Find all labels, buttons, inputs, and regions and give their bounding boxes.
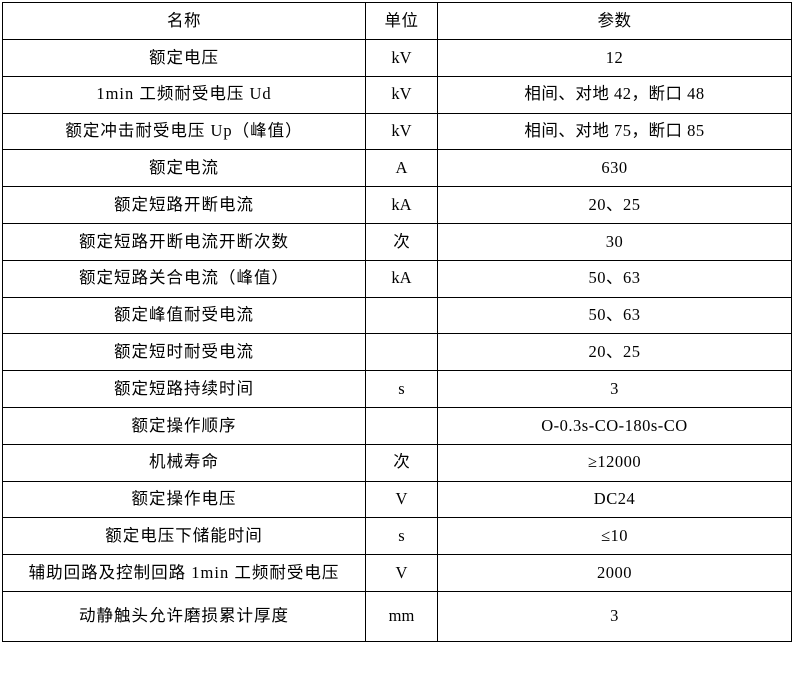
cell-parameter-value: O-0.3s-CO-180s-CO	[437, 406, 792, 445]
table-row: 额定短路持续时间 s 3	[2, 370, 792, 408]
cell-unit: s	[365, 517, 438, 556]
cell-parameter-name: 1min 工频耐受电压 Ud	[2, 75, 366, 114]
cell-unit: 次	[365, 222, 438, 261]
cell-parameter-value: ≥12000	[437, 443, 792, 482]
column-header-name: 名称	[2, 2, 366, 40]
cell-parameter-name: 额定峰值耐受电流	[2, 296, 366, 335]
table-row: 额定操作电压 V DC24	[2, 480, 792, 519]
table-row: 额定操作顺序 O-0.3s-CO-180s-CO	[2, 406, 792, 445]
table-row: 辅助回路及控制回路 1min 工频耐受电压 V 2000	[2, 554, 792, 592]
cell-parameter-name: 额定电流	[2, 149, 366, 188]
cell-unit: kV	[365, 39, 438, 77]
cell-unit	[365, 406, 438, 445]
cell-parameter-name: 额定短路开断电流	[2, 186, 366, 224]
cell-unit: kA	[365, 186, 438, 224]
cell-parameter-name: 辅助回路及控制回路 1min 工频耐受电压	[2, 554, 366, 592]
table-header: 名称 单位 参数	[2, 2, 792, 40]
cell-parameter-value: 3	[437, 590, 792, 642]
table-row: 额定短时耐受电流 20、25	[2, 333, 792, 372]
cell-parameter-value: 630	[437, 149, 792, 188]
table-row: 1min 工频耐受电压 Ud kV 相间、对地 42，断口 48	[2, 75, 792, 114]
cell-parameter-name: 额定短路开断电流开断次数	[2, 222, 366, 261]
cell-parameter-name: 额定短路关合电流（峰值）	[2, 259, 366, 298]
cell-parameter-name: 额定电压下储能时间	[2, 517, 366, 556]
cell-parameter-value: 20、25	[437, 333, 792, 372]
cell-parameter-name: 额定操作顺序	[2, 406, 366, 445]
table-body: 额定电压 kV 12 1min 工频耐受电压 Ud kV 相间、对地 42，断口 48 额定…	[2, 39, 792, 642]
table-row: 额定电流 A 630	[2, 149, 792, 188]
cell-unit: V	[365, 554, 438, 592]
cell-unit: kA	[365, 259, 438, 298]
table-row: 额定电压 kV 12	[2, 39, 792, 77]
table-row: 额定短路关合电流（峰值） kA 50、63	[2, 259, 792, 298]
cell-unit: kV	[365, 75, 438, 114]
cell-parameter-value: 30	[437, 222, 792, 261]
table-row: 额定冲击耐受电压 Up（峰值） kV 相间、对地 75，断口 85	[2, 112, 792, 151]
cell-parameter-name: 机械寿命	[2, 443, 366, 482]
cell-unit	[365, 333, 438, 372]
table-row: 额定短路开断电流开断次数次 30	[2, 222, 792, 261]
cell-parameter-value: 相间、对地 75，断口 85	[437, 112, 792, 151]
cell-parameter-value: 20、25	[437, 186, 792, 224]
cell-parameter-name: 额定操作电压	[2, 480, 366, 519]
cell-parameter-name: 动静触头允许磨损累计厚度	[2, 590, 366, 642]
cell-parameter-value: DC24	[437, 480, 792, 519]
spec-table-container: 名称 单位 参数 额定电压 kV 12 1min 工频耐受电压 Ud kV 相间、对地 4…	[2, 2, 792, 642]
cell-unit	[365, 296, 438, 335]
table-row: 额定短路开断电流 kA 20、25	[2, 186, 792, 224]
cell-unit: A	[365, 149, 438, 188]
cell-parameter-value: ≤10	[437, 517, 792, 556]
cell-unit: mm	[365, 590, 438, 642]
table-row: 动静触头允许磨损累计厚度 mm 3	[2, 590, 792, 642]
cell-unit: V	[365, 480, 438, 519]
cell-parameter-name: 额定冲击耐受电压 Up（峰值）	[2, 112, 366, 151]
table-row: 机械寿命次 ≥12000	[2, 443, 792, 482]
cell-parameter-value: 3	[437, 370, 792, 408]
cell-parameter-value: 50、63	[437, 259, 792, 298]
table-row: 额定峰值耐受电流 50、63	[2, 296, 792, 335]
column-header-unit: 单位	[365, 2, 438, 40]
cell-parameter-value: 相间、对地 42，断口 48	[437, 75, 792, 114]
cell-parameter-value: 50、63	[437, 296, 792, 335]
cell-parameter-name: 额定电压	[2, 39, 366, 77]
table-header-row: 名称 单位 参数	[2, 2, 792, 40]
cell-parameter-value: 2000	[437, 554, 792, 592]
column-header-param: 参数	[437, 2, 792, 40]
cell-unit: kV	[365, 112, 438, 151]
cell-parameter-name: 额定短时耐受电流	[2, 333, 366, 372]
cell-unit: s	[365, 370, 438, 408]
table-row: 额定电压下储能时间 s ≤10	[2, 517, 792, 556]
cell-unit: 次	[365, 443, 438, 482]
cell-parameter-name: 额定短路持续时间	[2, 370, 366, 408]
technical-parameters-table: 名称 单位 参数 额定电压 kV 12 1min 工频耐受电压 Ud kV 相间、对地 4…	[2, 2, 792, 642]
cell-parameter-value: 12	[437, 39, 792, 77]
